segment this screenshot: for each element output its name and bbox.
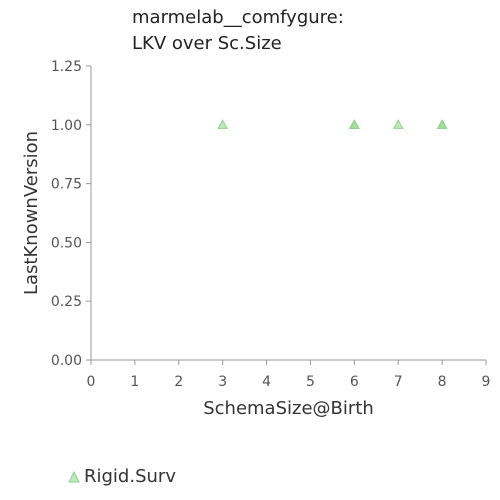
legend: Rigid.Surv [68,466,176,487]
legend-label: Rigid.Surv [84,466,176,487]
data-point-triangle [217,119,229,129]
x-tick-label: 0 [87,374,96,390]
chart-title-line-2: LKV over Sc.Size [132,33,282,54]
y-tick-label: 1.00 [51,118,82,134]
data-point-triangle [436,119,448,129]
y-tick-label: 1.25 [51,59,82,75]
y-tick-label: 0.25 [51,294,82,310]
x-tick-label: 1 [130,374,139,390]
data-points [217,119,448,129]
y-tick-label: 0.50 [51,235,82,251]
x-axis-title: SchemaSize@Birth [203,398,374,419]
x-tick-label: 3 [218,374,227,390]
x-tick-label: 8 [438,374,447,390]
y-tick-label: 0.00 [51,353,82,369]
x-tick-label: 4 [262,374,271,390]
y-axis-title: LastKnownVersion [21,131,42,295]
data-point-triangle [348,119,360,129]
tick-layer: 0 1 2 3 4 5 6 7 8 9 0.00 0.25 0.50 0.75 1.00 1.25 [51,59,491,390]
chart-title-line-1: marmelab__comfygure: [132,7,344,28]
y-tick-label: 0.75 [51,177,82,193]
x-tick-label: 5 [306,374,315,390]
x-tick-label: 7 [394,374,403,390]
axes [90,66,486,361]
x-tick-label: 9 [482,374,491,390]
data-point-triangle [392,119,404,129]
x-tick-label: 2 [174,374,183,390]
legend-triangle-icon [68,470,80,482]
x-tick-label: 6 [350,374,359,390]
